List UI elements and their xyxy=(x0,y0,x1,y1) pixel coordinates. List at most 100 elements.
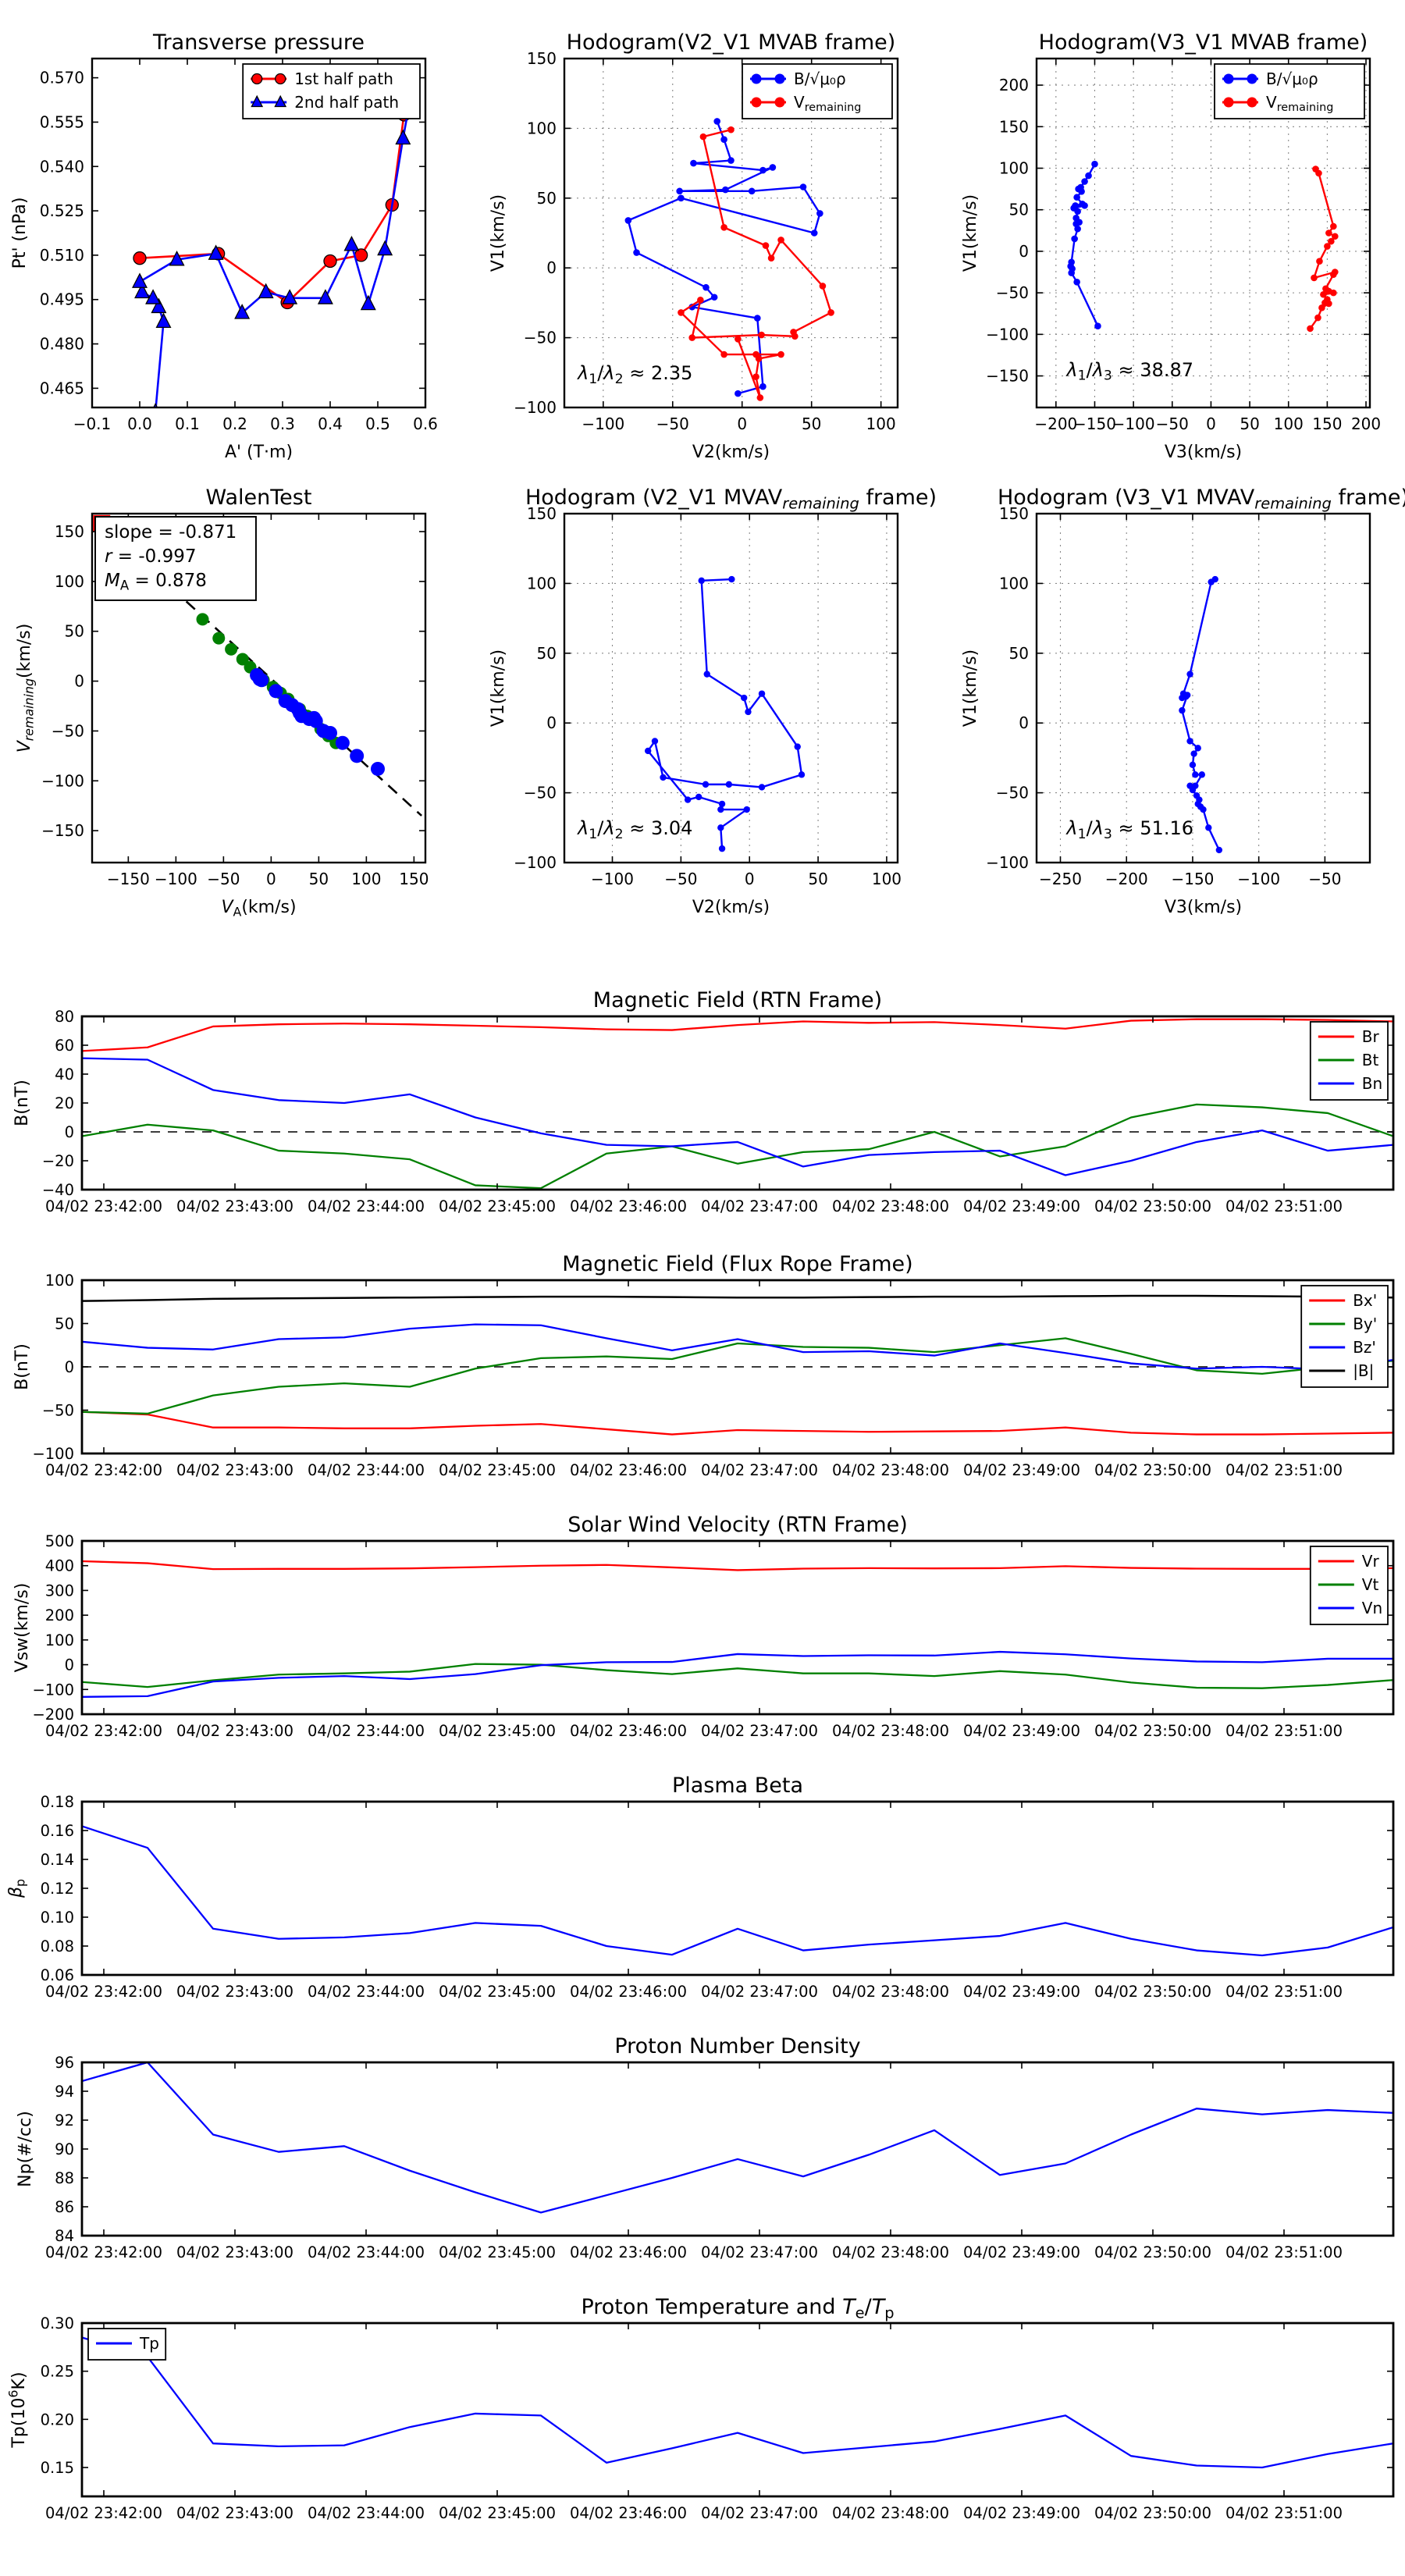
svg-text:0: 0 xyxy=(546,258,557,277)
svg-text:400: 400 xyxy=(45,1557,74,1575)
svg-text:100: 100 xyxy=(527,574,557,592)
svg-text:04/02 23:48:00: 04/02 23:48:00 xyxy=(832,2504,949,2522)
svg-text:84: 84 xyxy=(55,2227,74,2245)
svg-text:−50: −50 xyxy=(524,329,557,347)
svg-text:04/02 23:44:00: 04/02 23:44:00 xyxy=(308,2504,425,2522)
svg-text:04/02 23:44:00: 04/02 23:44:00 xyxy=(308,1461,425,1479)
svg-text:Vr: Vr xyxy=(1362,1552,1380,1571)
svg-text:04/02 23:48:00: 04/02 23:48:00 xyxy=(832,1722,949,1740)
svg-text:−40: −40 xyxy=(42,1181,74,1199)
svg-text:Np(#/cc): Np(#/cc) xyxy=(16,2111,35,2187)
svg-text:−150: −150 xyxy=(1171,870,1214,888)
svg-text:0.2: 0.2 xyxy=(222,415,247,433)
svg-text:V2(km/s): V2(km/s) xyxy=(692,443,770,462)
svg-text:04/02 23:51:00: 04/02 23:51:00 xyxy=(1225,2243,1343,2261)
svg-text:V1(km/s): V1(km/s) xyxy=(489,194,508,272)
svg-text:Bz': Bz' xyxy=(1353,1338,1376,1357)
svg-text:04/02 23:42:00: 04/02 23:42:00 xyxy=(45,1461,162,1479)
svg-text:100: 100 xyxy=(45,1272,74,1290)
svg-text:04/02 23:46:00: 04/02 23:46:00 xyxy=(570,1983,687,2001)
svg-text:04/02 23:43:00: 04/02 23:43:00 xyxy=(176,2504,293,2522)
svg-text:60: 60 xyxy=(55,1037,74,1055)
svg-text:V1(km/s): V1(km/s) xyxy=(961,194,980,272)
svg-text:0.1: 0.1 xyxy=(175,415,200,433)
svg-text:04/02 23:50:00: 04/02 23:50:00 xyxy=(1094,1722,1211,1740)
svg-text:04/02 23:45:00: 04/02 23:45:00 xyxy=(439,2504,556,2522)
svg-text:0.465: 0.465 xyxy=(40,379,84,397)
svg-text:04/02 23:49:00: 04/02 23:49:00 xyxy=(963,1197,1080,1215)
svg-text:−50: −50 xyxy=(207,870,240,888)
svg-text:04/02 23:44:00: 04/02 23:44:00 xyxy=(308,1197,425,1215)
svg-text:−150: −150 xyxy=(41,821,84,840)
svg-text:−100: −100 xyxy=(582,415,624,433)
svg-text:04/02 23:42:00: 04/02 23:42:00 xyxy=(45,2504,162,2522)
svg-text:|B|: |B| xyxy=(1353,1361,1374,1380)
svg-text:Vremaining(km/s): Vremaining(km/s) xyxy=(15,624,36,753)
svg-text:04/02 23:49:00: 04/02 23:49:00 xyxy=(963,1983,1080,2001)
svg-text:V1(km/s): V1(km/s) xyxy=(489,649,508,727)
svg-text:B(nT): B(nT) xyxy=(12,1343,32,1390)
transverse-pressure: −0.1 0.0 0.1 0.2 0.3 0.4 0.5 0.6 0.465 0.480 0.495… xyxy=(10,30,438,462)
hodogram-v3v1-mvav: −250 −200 −150 −100 −50 −100 −50 0 50 100 150Hodog… xyxy=(961,486,1405,917)
svg-text:−20: −20 xyxy=(42,1152,74,1170)
svg-text:04/02 23:42:00: 04/02 23:42:00 xyxy=(45,1197,162,1215)
svg-text:50: 50 xyxy=(808,870,827,888)
svg-text:300: 300 xyxy=(45,1582,74,1599)
svg-text:0.540: 0.540 xyxy=(40,157,84,176)
svg-text:Hodogram(V3_V1 MVAB frame): Hodogram(V3_V1 MVAB frame) xyxy=(1039,30,1368,55)
svg-text:Vt: Vt xyxy=(1362,1575,1379,1594)
svg-text:40: 40 xyxy=(55,1066,74,1083)
svg-text:100: 100 xyxy=(1274,415,1304,433)
svg-text:Hodogram (V2_V1 MVAVremaining: Hodogram (V2_V1 MVAVremaining frame) xyxy=(525,486,937,512)
svg-text:04/02 23:46:00: 04/02 23:46:00 xyxy=(570,2504,687,2522)
svg-text:βp: βp xyxy=(6,1879,27,1898)
svg-text:04/02 23:51:00: 04/02 23:51:00 xyxy=(1225,2504,1343,2522)
svg-text:0: 0 xyxy=(1019,713,1029,732)
svg-text:100: 100 xyxy=(351,870,381,888)
svg-text:04/02 23:48:00: 04/02 23:48:00 xyxy=(832,1983,949,2001)
svg-text:04/02 23:48:00: 04/02 23:48:00 xyxy=(832,1461,949,1479)
svg-text:04/02 23:49:00: 04/02 23:49:00 xyxy=(963,2243,1080,2261)
svg-text:04/02 23:48:00: 04/02 23:48:00 xyxy=(832,1197,949,1215)
svg-text:96: 96 xyxy=(55,2054,74,2072)
svg-text:04/02 23:47:00: 04/02 23:47:00 xyxy=(701,1983,818,2001)
svg-text:04/02 23:46:00: 04/02 23:46:00 xyxy=(570,1197,687,1215)
svg-text:Proton Number Density: Proton Number Density xyxy=(614,2034,860,2058)
svg-text:04/02 23:43:00: 04/02 23:43:00 xyxy=(176,1197,293,1215)
svg-text:04/02 23:50:00: 04/02 23:50:00 xyxy=(1094,2243,1211,2261)
svg-text:−200: −200 xyxy=(1034,415,1077,433)
svg-text:λ1/λ3 ≈ 38.87: λ1/λ3 ≈ 38.87 xyxy=(1065,359,1193,384)
svg-text:−100: −100 xyxy=(32,1681,74,1699)
svg-text:0.10: 0.10 xyxy=(41,1909,74,1927)
svg-text:04/02 23:49:00: 04/02 23:49:00 xyxy=(963,1461,1080,1479)
svg-text:0.525: 0.525 xyxy=(40,201,84,220)
svg-text:0.4: 0.4 xyxy=(318,415,343,433)
svg-text:150: 150 xyxy=(999,504,1029,523)
svg-text:04/02 23:45:00: 04/02 23:45:00 xyxy=(439,1461,556,1479)
svg-text:−100: −100 xyxy=(1237,870,1280,888)
svg-text:50: 50 xyxy=(65,622,84,641)
svg-text:MA = 0.878: MA = 0.878 xyxy=(105,571,207,593)
svg-text:−50: −50 xyxy=(656,415,689,433)
svg-text:0.0: 0.0 xyxy=(127,415,152,433)
svg-text:Vremaining: Vremaining xyxy=(1266,93,1333,114)
svg-text:04/02 23:46:00: 04/02 23:46:00 xyxy=(570,1461,687,1479)
walen-test: −150 −100 −50 0 50 100 150 −150 −100 −50 0 50 100 150… xyxy=(15,486,429,919)
svg-text:0: 0 xyxy=(546,713,557,732)
svg-text:50: 50 xyxy=(1240,415,1259,433)
svg-text:0.06: 0.06 xyxy=(41,1966,74,1984)
svg-text:λ1/λ2 ≈ 3.04: λ1/λ2 ≈ 3.04 xyxy=(576,817,692,842)
svg-text:0.20: 0.20 xyxy=(41,2411,74,2428)
svg-text:04/02 23:49:00: 04/02 23:49:00 xyxy=(963,1722,1080,1740)
hodogram-v2v1-mvab: −100 −50 0 50 100 −100 −50 0 50 100 150 Hodogram(V2… xyxy=(489,30,899,462)
svg-text:−100: −100 xyxy=(1112,415,1155,433)
svg-text:04/02 23:42:00: 04/02 23:42:00 xyxy=(45,1983,162,2001)
svg-text:Hodogram (V3_V1 MVAVremaining: Hodogram (V3_V1 MVAVremaining frame) xyxy=(998,486,1405,512)
svg-text:0: 0 xyxy=(737,415,747,433)
svg-text:0.5: 0.5 xyxy=(365,415,390,433)
svg-text:150: 150 xyxy=(999,117,1029,136)
svg-text:50: 50 xyxy=(1009,201,1029,219)
svg-text:Transverse pressure: Transverse pressure xyxy=(152,30,365,55)
